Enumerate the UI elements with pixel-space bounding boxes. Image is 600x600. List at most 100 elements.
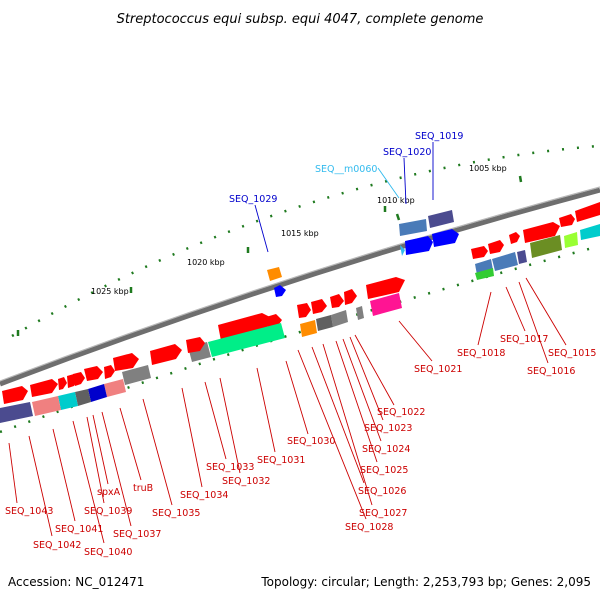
gene-blue-l <box>88 384 107 402</box>
gene-m0060 <box>400 245 405 256</box>
gene-red-r5 <box>488 240 504 254</box>
gene-green-1018 <box>475 268 494 280</box>
genome-backbone <box>0 187 600 387</box>
gene-red-m5 <box>297 303 311 318</box>
connector-seq1041 <box>52 428 76 522</box>
connector-spxA <box>92 414 109 485</box>
kbp-label-1005: 1005 kbp <box>469 164 507 173</box>
connector-seq1024 <box>342 338 382 442</box>
connector-seq1031 <box>256 367 276 453</box>
label-seq1025: SEQ_1025 <box>360 465 408 476</box>
label-seq1039: SEQ_1039 <box>84 506 132 517</box>
label-seq1033: SEQ_1033 <box>206 462 254 473</box>
connector-seq1020 <box>403 157 407 205</box>
gene-red-c6 <box>84 366 103 381</box>
gene-salmon-l2 <box>32 396 61 416</box>
connector-seq1035 <box>142 398 173 506</box>
label-seq1024: SEQ_1024 <box>362 444 410 455</box>
label-seq1019: SEQ_1019 <box>415 131 463 142</box>
connector-seq1034 <box>181 387 203 488</box>
label-seq1041: SEQ_1041 <box>55 524 103 535</box>
label-seq1043: SEQ_1043 <box>5 506 53 517</box>
gene-red-c5 <box>113 353 139 371</box>
connector-seq1021 <box>398 320 433 362</box>
gene-blue-1 <box>405 236 433 255</box>
gene-red-r3 <box>523 222 560 243</box>
label-seq1034: SEQ_1034 <box>180 490 228 501</box>
kbp-label-1025: 1025 kbp <box>91 287 129 296</box>
connector-seq1026 <box>311 346 365 484</box>
major-ticks <box>16 175 523 336</box>
label-seq1032: SEQ_1032 <box>222 476 270 487</box>
label-seq1028: SEQ_1028 <box>345 522 393 533</box>
label-seq1042: SEQ_1042 <box>33 540 81 551</box>
connector-m0060 <box>377 167 400 199</box>
label-seq1035: SEQ_1035 <box>152 508 200 519</box>
gene-gray-l <box>75 389 91 406</box>
gene-red-r1 <box>559 214 575 227</box>
gene-red-r4 <box>509 232 520 244</box>
label-seq1029: SEQ_1029 <box>229 194 277 205</box>
gene-seq1020 <box>399 219 427 236</box>
gene-red-c1 <box>218 313 272 341</box>
label-seq1021: SEQ_1021 <box>414 364 462 375</box>
map-title: Streptococcus equi subsp. equi 4047, com… <box>117 12 484 27</box>
label-m0060: SEQ__m0060 <box>315 164 377 175</box>
gene-purple-l <box>0 402 33 423</box>
kbp-label-1015: 1015 kbp <box>281 229 319 238</box>
connector-seq1033 <box>204 381 227 460</box>
gene-red-m2 <box>344 289 357 305</box>
label-seq1022: SEQ_1022 <box>377 407 425 418</box>
gene-seq1029 <box>274 285 286 297</box>
gene-red-c3 <box>186 337 205 353</box>
connector-seq1032 <box>219 377 241 474</box>
connector-seq1028 <box>297 349 367 520</box>
connector-seq1018 <box>477 291 492 346</box>
gene-olive-r <box>530 235 562 258</box>
major-tick <box>518 175 523 183</box>
gene-orange-1029 <box>267 267 282 281</box>
connector-truB <box>119 407 142 481</box>
gene-seq1017 <box>492 252 518 271</box>
gene-red-r2 <box>575 202 600 222</box>
gene-salmon-l <box>104 379 126 397</box>
label-seq1017: SEQ_1017 <box>500 334 548 345</box>
gene-gray-m2 <box>331 310 348 327</box>
gene-cyan-r <box>580 224 600 240</box>
connector-seq1023 <box>349 336 384 421</box>
connector-seq1022 <box>354 334 395 406</box>
connector-seq1027 <box>322 343 373 506</box>
gene-blue-2 <box>432 229 459 247</box>
connector-seq1016 <box>518 281 549 364</box>
gene-seq1016 <box>517 250 527 264</box>
outer-genes <box>0 202 600 423</box>
label-seq1040: SEQ_1040 <box>84 547 132 558</box>
gene-gray-m <box>356 306 364 320</box>
gene-seq1030 <box>208 323 285 357</box>
connector-seq1043 <box>8 442 18 504</box>
gene-seq1019 <box>428 210 454 228</box>
label-seq1031: SEQ_1031 <box>257 455 305 466</box>
label-seq1016: SEQ_1016 <box>527 366 575 377</box>
connector-seq1042 <box>28 435 53 537</box>
connector-seq1030 <box>285 360 309 435</box>
gene-seq1021 <box>370 293 402 316</box>
accession-text: Accession: NC_012471 <box>8 575 144 589</box>
connector-seq1025 <box>335 340 378 463</box>
gene-red-m1 <box>366 277 405 299</box>
gene-gray-m3 <box>316 315 333 331</box>
label-seq1015: SEQ_1015 <box>548 348 596 359</box>
topology-text: Topology: circular; Length: 2,253,793 bp… <box>260 575 591 589</box>
gene-red-c7 <box>104 365 115 379</box>
gene-red-c10 <box>58 377 67 390</box>
connector-seq1037 <box>101 411 132 527</box>
gene-red-r6 <box>471 246 488 259</box>
gene-cyan-l <box>58 392 78 410</box>
label-seq1037: SEQ_1037 <box>113 529 161 540</box>
gene-red-m3 <box>330 294 344 308</box>
label-seq1030: SEQ_1030 <box>287 436 335 447</box>
connector-seq1017 <box>505 286 526 332</box>
label-seq1026: SEQ_1026 <box>358 486 406 497</box>
gene-red-c9 <box>73 372 85 386</box>
